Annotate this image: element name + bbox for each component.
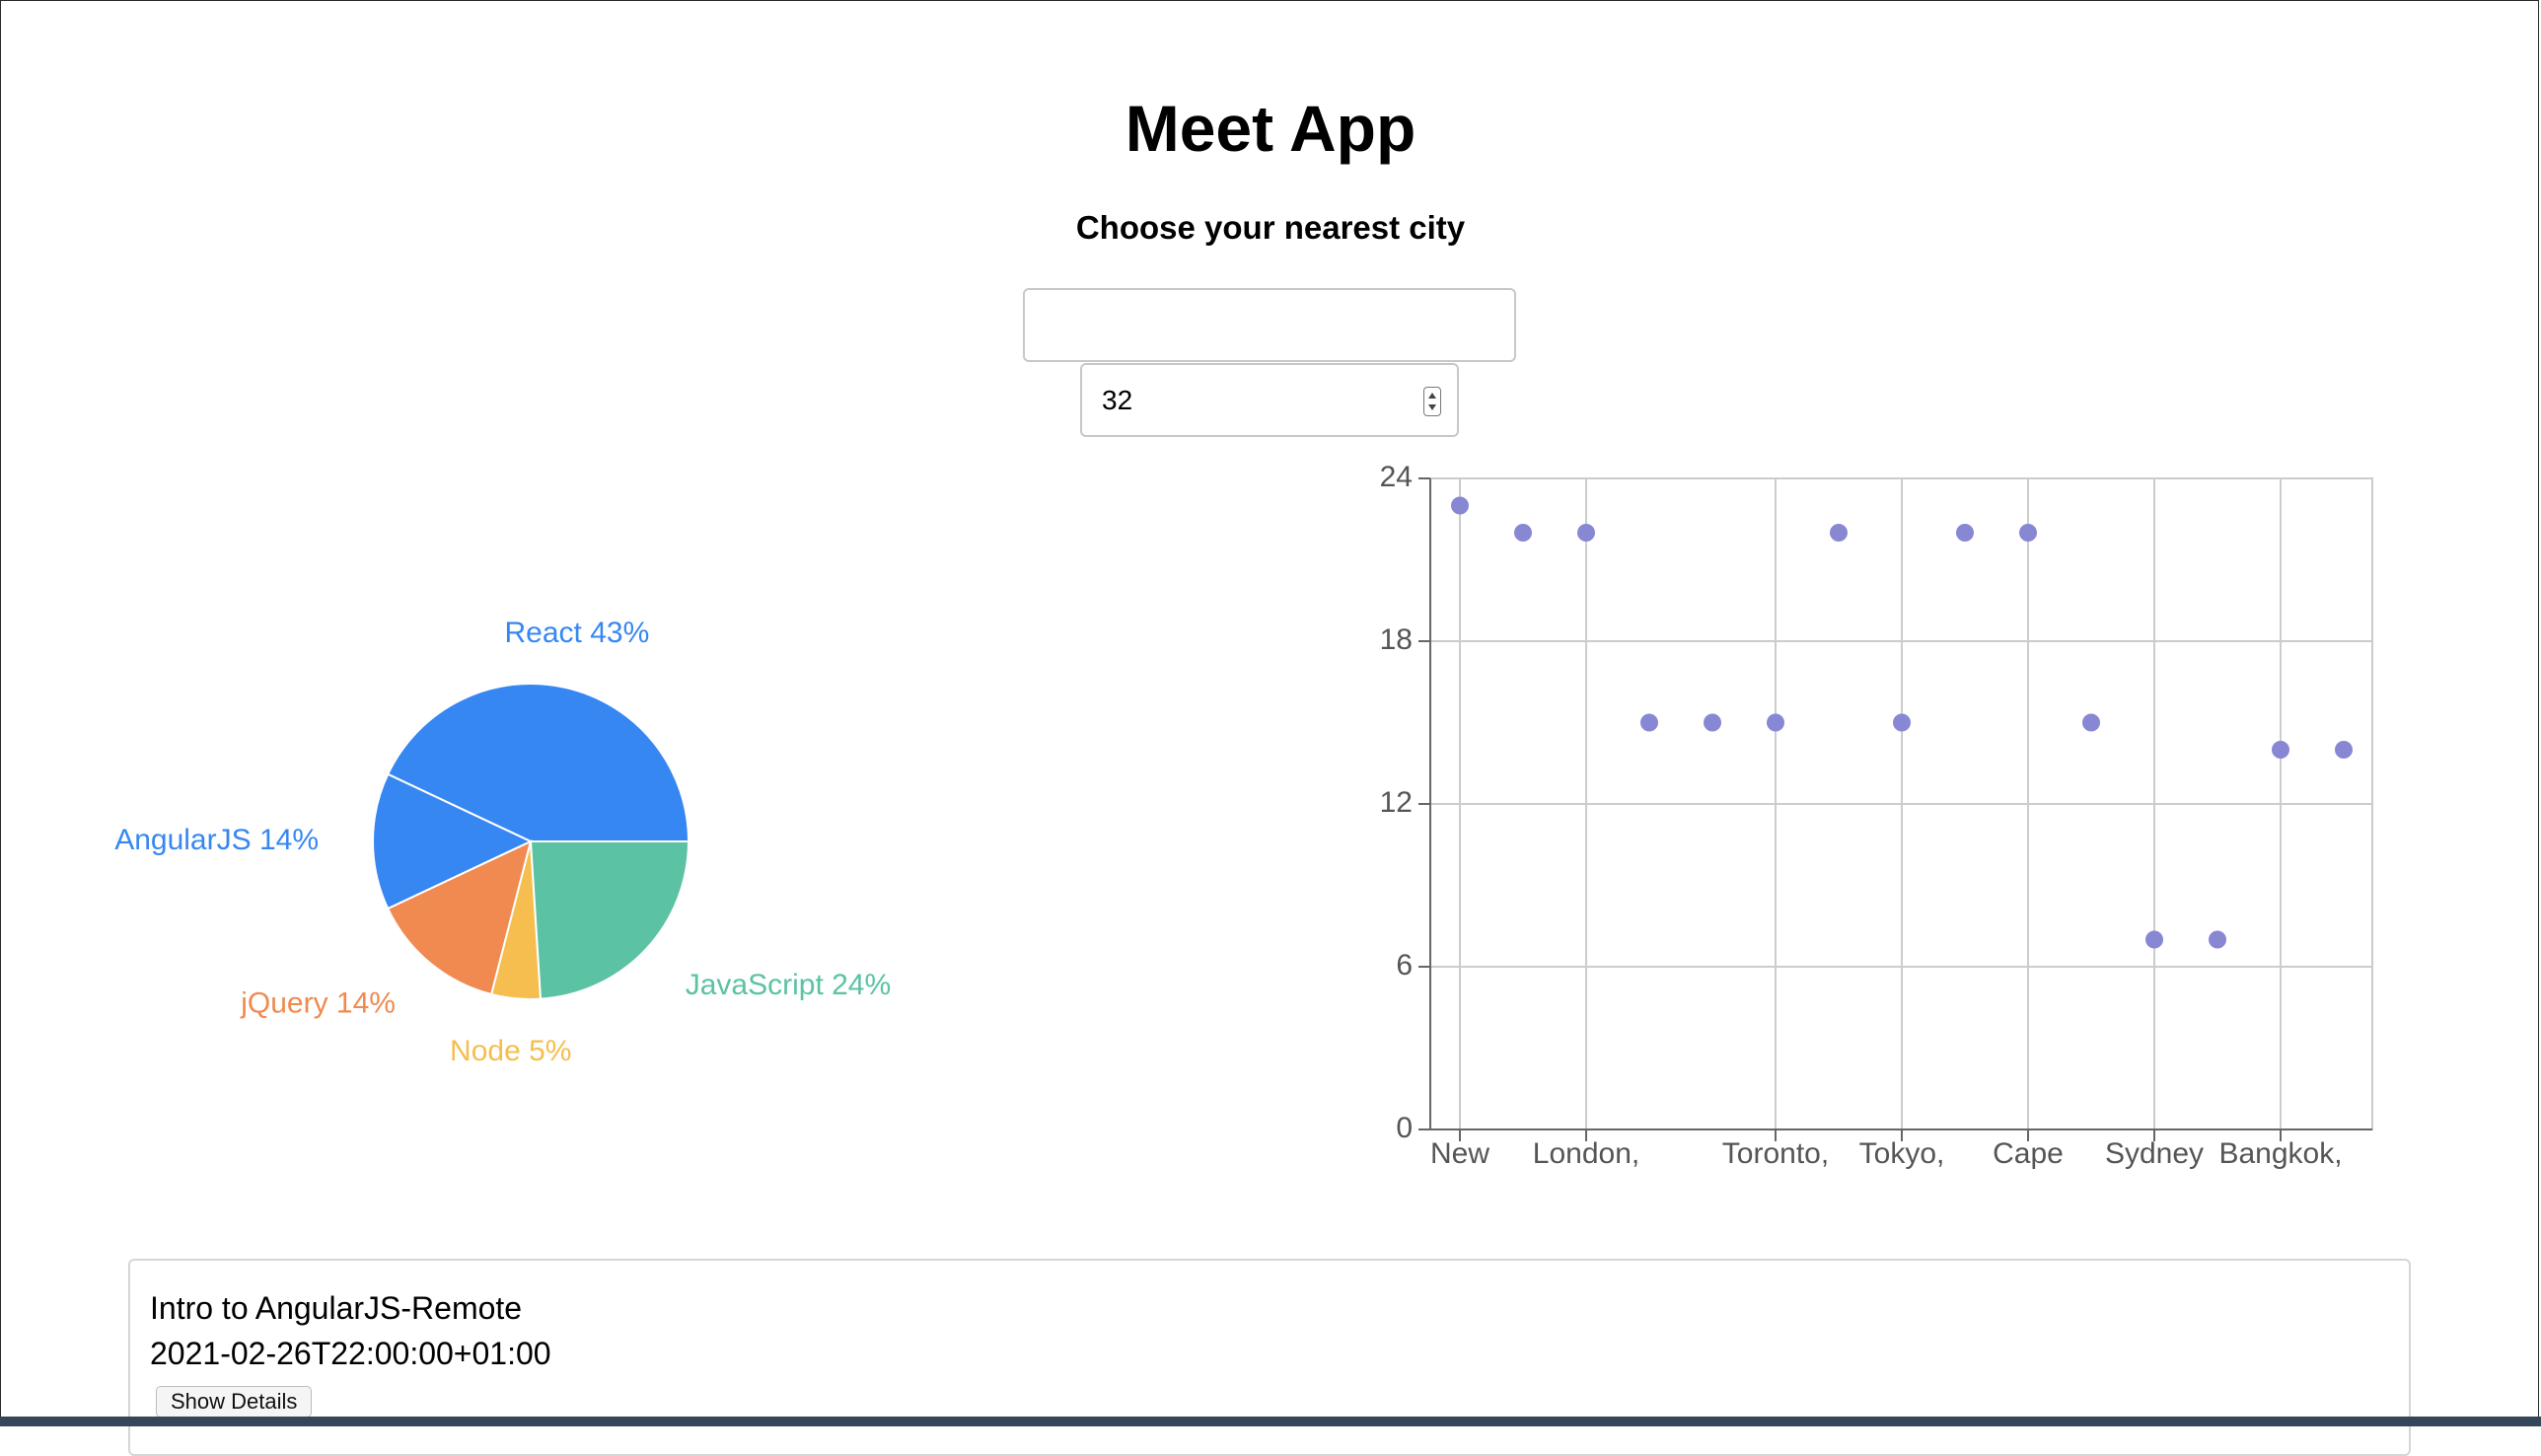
x-tick-label: London, — [1533, 1137, 1639, 1170]
scatter-point[interactable] — [2145, 930, 2163, 949]
y-tick-label: 24 — [1380, 461, 1413, 493]
desktop-taskbar-strip — [0, 1417, 2541, 1426]
scatter-point[interactable] — [2019, 524, 2037, 542]
x-tick-label: Bangkok, — [2218, 1137, 2342, 1170]
pie-label-react: React 43% — [505, 617, 650, 649]
pie-slice-angularjs — [372, 772, 534, 910]
x-tick-label: New — [1430, 1137, 1489, 1170]
pie-label-angularjs: AngularJS 14% — [114, 824, 319, 856]
x-tick-label: Cape — [1993, 1137, 2064, 1170]
event-start-time: 2021-02-26T22:00:00+01:00 — [150, 1336, 551, 1371]
x-tick-label: Sydney — [2105, 1137, 2204, 1170]
stepper-down-icon[interactable] — [1428, 404, 1436, 410]
pie-label-node: Node 5% — [450, 1035, 571, 1065]
scatter-point[interactable] — [1956, 524, 1974, 542]
scatter-point[interactable] — [2082, 713, 2100, 732]
y-tick-label: 18 — [1380, 623, 1413, 656]
city-search-input[interactable] — [1023, 288, 1516, 362]
scatter-point[interactable] — [2209, 930, 2226, 949]
number-stepper[interactable] — [1423, 387, 1441, 416]
pie-slice-javascript — [529, 840, 690, 1000]
x-tick-label: Toronto, — [1722, 1137, 1829, 1170]
scatter-point[interactable] — [2272, 741, 2289, 759]
scatter-point[interactable] — [1767, 713, 1784, 732]
pie-label-javascript: JavaScript 24% — [686, 969, 891, 1001]
pie-slice-jquery — [386, 839, 533, 996]
events-scatter-chart: 0 6 12 18 24 New London, Toronto, Tokyo, Cape Sydn… — [1380, 461, 2373, 1170]
event-card: Intro to AngularJS-Remote 2021-02-26T22:… — [128, 1259, 2411, 1456]
scatter-point[interactable] — [1640, 713, 1658, 732]
y-tick-label: 12 — [1380, 786, 1413, 819]
x-tick-label: Tokyo, — [1859, 1137, 1945, 1170]
y-tick-label: 6 — [1396, 949, 1413, 982]
y-tick-label: 0 — [1396, 1112, 1413, 1144]
scatter-point[interactable] — [1893, 713, 1911, 732]
genre-pie-chart: React 43% AngularJS 14% jQuery 14% Node 5% J… — [114, 617, 891, 1065]
number-of-events-value: 32 — [1102, 385, 1133, 415]
scatter-point[interactable] — [2335, 741, 2353, 759]
scatter-point[interactable] — [1704, 713, 1721, 732]
stepper-up-icon[interactable] — [1428, 393, 1436, 399]
scatter-point[interactable] — [1577, 524, 1595, 542]
scatter-point[interactable] — [1451, 496, 1469, 515]
app-title: Meet App — [1125, 92, 1416, 165]
pie-slice-react — [386, 683, 690, 842]
pie-label-jquery: jQuery 14% — [240, 987, 396, 1020]
city-search-heading: Choose your nearest city — [1075, 209, 1466, 246]
number-of-events-input[interactable]: 32 — [1080, 363, 1459, 437]
event-title: Intro to AngularJS-Remote — [150, 1290, 523, 1326]
scatter-point[interactable] — [1514, 524, 1532, 542]
show-details-button[interactable]: Show Details — [156, 1386, 313, 1418]
scatter-point[interactable] — [1830, 524, 1848, 542]
